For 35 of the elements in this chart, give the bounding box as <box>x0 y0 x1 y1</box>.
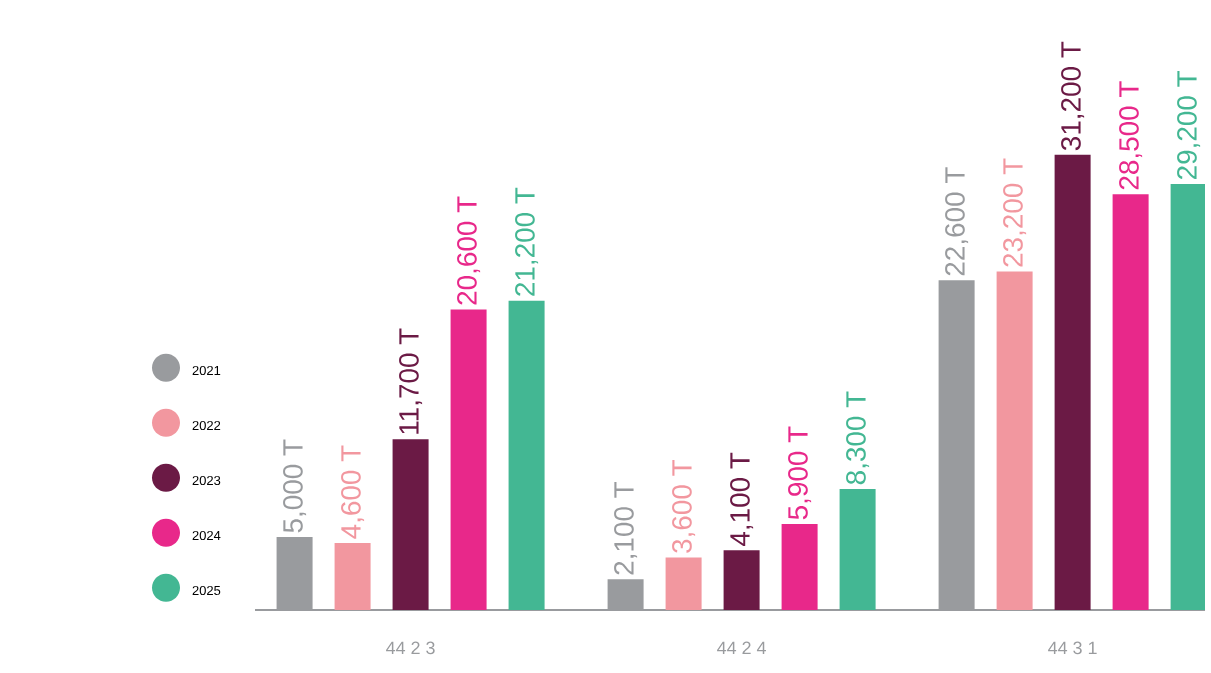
data-label: 21,200 T <box>515 187 539 296</box>
x-tick-label: 44 2 3 <box>386 641 435 655</box>
legend-label: 2023 <box>192 475 221 486</box>
bar <box>665 557 702 610</box>
data-label: 3,600 T <box>672 460 696 553</box>
bar <box>1170 183 1206 610</box>
data-label: 5,000 T <box>283 439 307 533</box>
x-tick-label: 44 2 4 <box>717 641 766 655</box>
legend-label: 2022 <box>192 420 221 431</box>
data-label: 23,200 T <box>1003 158 1027 267</box>
legend-label: 2021 <box>192 365 221 376</box>
data-label: 4,100 T <box>730 452 754 547</box>
data-label: 8,300 T <box>846 391 870 485</box>
legend-label: 2025 <box>192 585 221 596</box>
x-tick-label: 44 3 1 <box>1048 641 1097 655</box>
data-label: 22,600 T <box>945 167 969 276</box>
bar <box>392 439 429 610</box>
bar <box>839 488 876 610</box>
data-label: 11,700 T <box>399 328 423 434</box>
bar <box>450 309 487 610</box>
bar <box>508 300 545 610</box>
bar <box>723 550 760 610</box>
data-label: 29,200 T <box>1177 71 1201 180</box>
data-label: 28,500 T <box>1119 81 1143 190</box>
data-label: 20,600 T <box>457 196 481 305</box>
data-label: 31,200 T <box>1061 41 1085 151</box>
data-label: 5,900 T <box>788 426 812 520</box>
bar <box>1112 194 1149 610</box>
bar <box>996 271 1033 610</box>
bar <box>334 542 371 610</box>
data-label: 2,100 T <box>614 481 638 575</box>
legend-label: 2024 <box>192 530 221 541</box>
bar <box>1054 154 1091 610</box>
bar <box>781 523 818 610</box>
data-label: 4,600 T <box>341 445 365 539</box>
